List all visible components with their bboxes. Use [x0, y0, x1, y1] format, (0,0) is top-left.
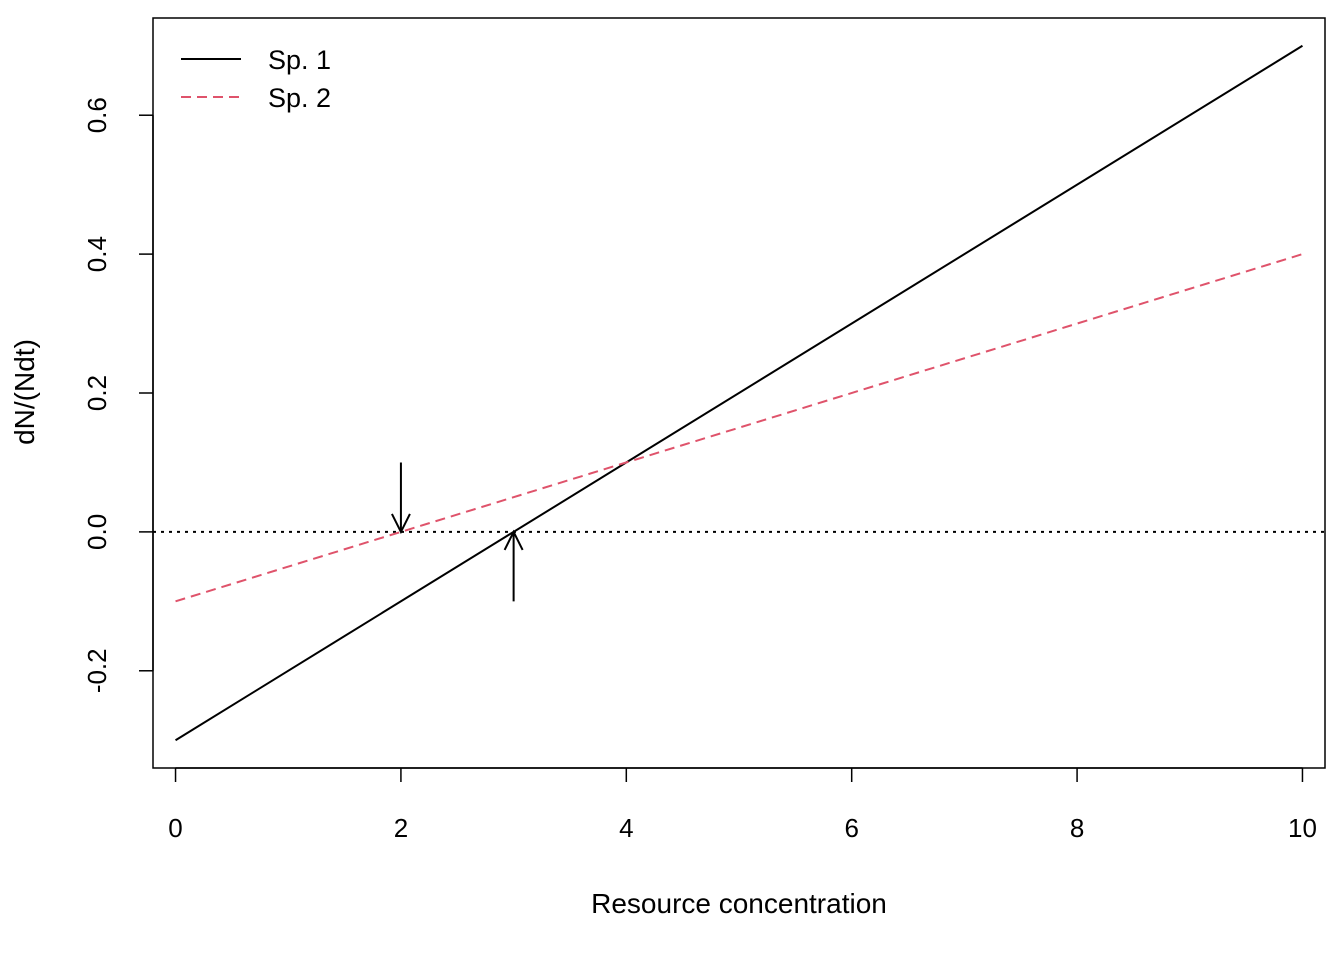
y-tick-label: 0.2: [82, 375, 112, 411]
y-axis-title: dN/(Ndt): [9, 339, 40, 445]
y-tick-label: 0.0: [82, 514, 112, 550]
arrow-head: [503, 529, 524, 551]
y-tick-label: -0.2: [82, 648, 112, 693]
series-line-1: [175, 44, 1303, 742]
arrow-head: [391, 513, 411, 535]
x-tick-label: 8: [1070, 813, 1084, 843]
arrow-down: [391, 462, 411, 535]
x-tick-label: 10: [1288, 813, 1317, 843]
x-tick-label: 0: [168, 813, 182, 843]
y-tick-label: 0.4: [82, 236, 112, 272]
y-axis: -0.2 0.0 0.2 0.4 0.6: [82, 97, 154, 693]
series-line-2: [175, 253, 1303, 603]
x-tick-label: 6: [844, 813, 858, 843]
x-axis: 0 2 4 6 8 10: [168, 767, 1317, 843]
arrow-up: [503, 529, 524, 602]
y-tick-label: 0.6: [82, 97, 112, 133]
legend-label-sp1: Sp. 1: [268, 45, 331, 75]
legend-label-sp2: Sp. 2: [268, 83, 331, 113]
x-tick-label: 4: [619, 813, 633, 843]
x-axis-title: Resource concentration: [591, 888, 887, 919]
x-tick-label: 2: [394, 813, 408, 843]
legend: Sp. 1 Sp. 2: [181, 45, 331, 113]
